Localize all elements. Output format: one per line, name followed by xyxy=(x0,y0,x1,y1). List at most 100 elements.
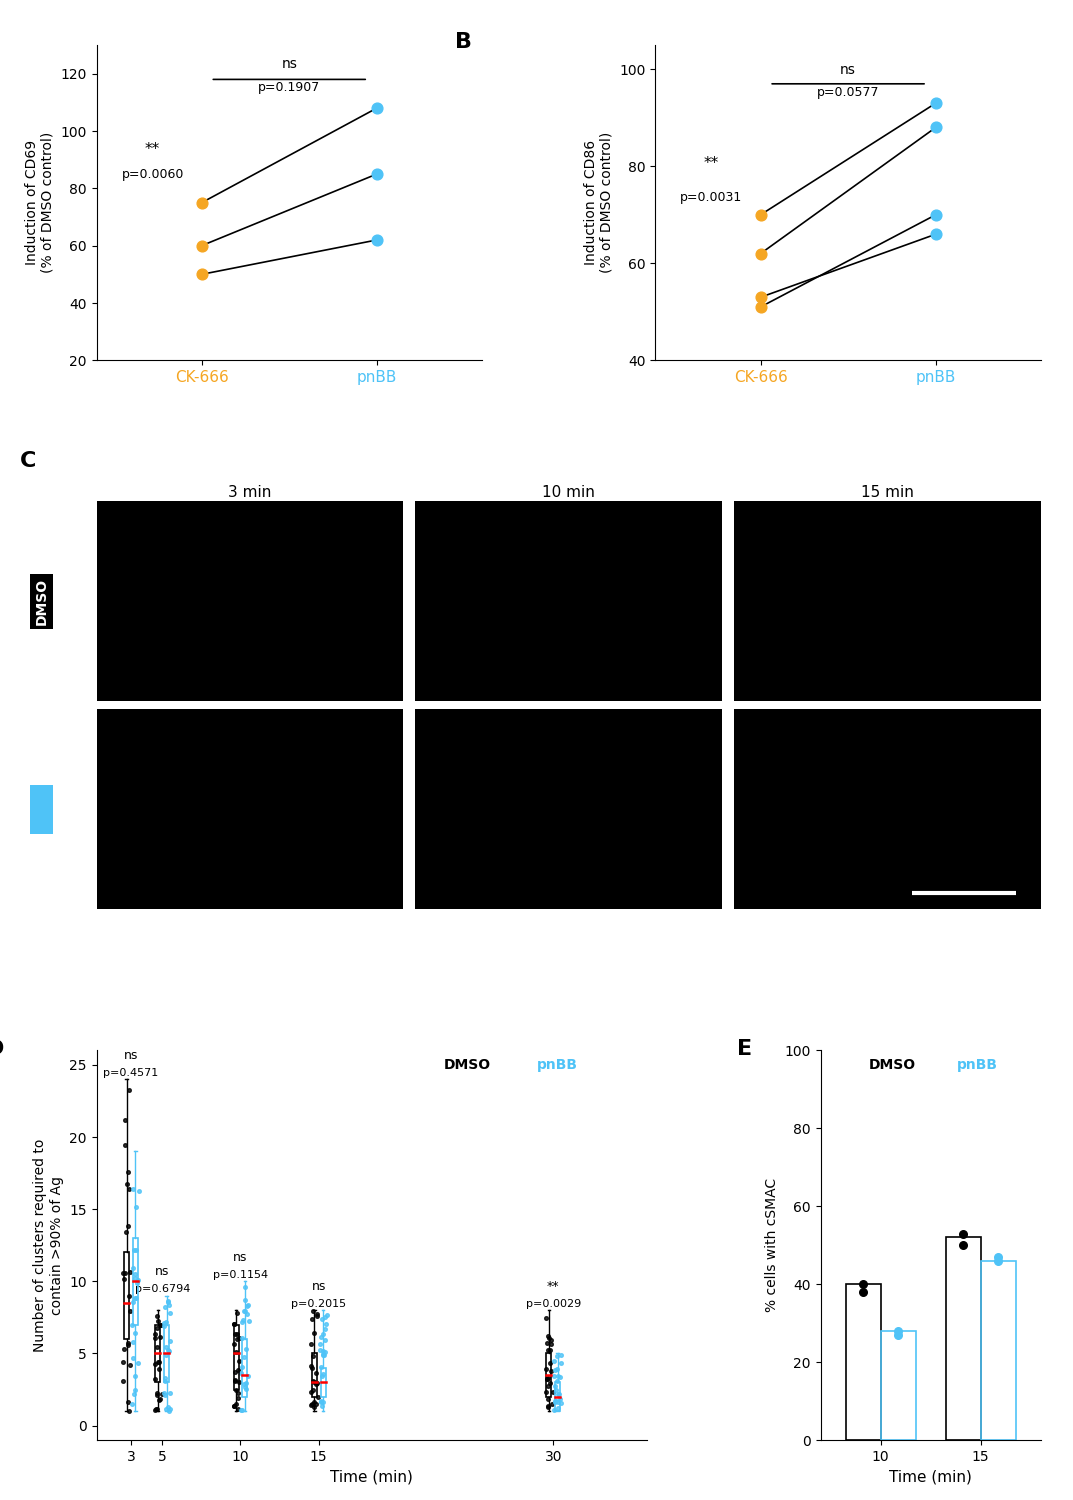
Point xyxy=(148,1304,165,1328)
Point xyxy=(229,1300,246,1324)
Point xyxy=(307,1392,324,1416)
Point xyxy=(236,1374,253,1398)
Bar xyxy=(546,1353,552,1396)
Point xyxy=(312,1390,329,1414)
Bar xyxy=(156,1324,160,1383)
Point xyxy=(311,1338,328,1362)
Point xyxy=(239,1364,256,1388)
Point xyxy=(127,1286,144,1310)
Bar xyxy=(945,1238,981,1440)
Point xyxy=(226,1360,244,1384)
Point xyxy=(553,1342,570,1366)
Text: DMSO: DMSO xyxy=(34,578,48,626)
Point xyxy=(540,1395,557,1419)
Point xyxy=(121,1353,138,1377)
Point xyxy=(227,1392,245,1416)
Point xyxy=(160,1395,177,1419)
Point xyxy=(547,1377,564,1401)
Point xyxy=(312,1354,329,1378)
Point xyxy=(230,1396,247,1420)
Bar xyxy=(164,1324,170,1383)
Bar xyxy=(846,1284,881,1440)
Text: pnBB: pnBB xyxy=(536,1058,578,1072)
Point xyxy=(117,1262,134,1286)
Point xyxy=(549,1396,567,1420)
Point xyxy=(306,1390,323,1414)
Point xyxy=(854,1272,871,1296)
Point xyxy=(989,1245,1006,1269)
Point xyxy=(890,1318,907,1342)
Point xyxy=(226,1323,244,1347)
Point xyxy=(549,1365,567,1389)
Text: DMSO: DMSO xyxy=(869,1058,916,1072)
Point xyxy=(226,1368,244,1392)
Point xyxy=(317,1305,334,1329)
Point xyxy=(124,1290,142,1314)
Point xyxy=(146,1353,163,1377)
Text: ns: ns xyxy=(840,63,856,76)
Point xyxy=(235,1308,252,1332)
Point xyxy=(123,1314,141,1338)
Point xyxy=(553,1352,570,1376)
Y-axis label: Number of clusters required to
contain >90% of Ag: Number of clusters required to contain >… xyxy=(33,1138,63,1352)
Point xyxy=(315,1344,333,1368)
Point xyxy=(236,1275,253,1299)
Point xyxy=(115,1260,132,1284)
Point xyxy=(315,1340,333,1364)
Text: B: B xyxy=(455,33,472,53)
Point xyxy=(313,1365,330,1389)
Point xyxy=(115,1350,132,1374)
Point xyxy=(549,1390,567,1414)
Point xyxy=(233,1360,250,1384)
Point xyxy=(128,1238,145,1262)
Point xyxy=(120,1214,137,1237)
Point xyxy=(314,1322,332,1346)
Point xyxy=(304,1299,321,1323)
Point xyxy=(230,1348,247,1372)
Point xyxy=(541,1338,558,1362)
X-axis label: Time (min): Time (min) xyxy=(890,1470,972,1485)
Point xyxy=(237,1371,254,1395)
Point xyxy=(146,1366,163,1390)
Point xyxy=(226,1332,244,1356)
Point xyxy=(156,1314,173,1338)
Point xyxy=(538,1358,555,1382)
Point xyxy=(121,1400,138,1423)
Point xyxy=(157,1370,174,1394)
Point xyxy=(124,1330,142,1354)
Point xyxy=(314,1342,332,1366)
Point xyxy=(548,1370,565,1394)
Point xyxy=(233,1354,250,1378)
Title: 10 min: 10 min xyxy=(542,484,596,500)
Point xyxy=(157,1294,174,1318)
Point xyxy=(193,190,210,214)
Bar xyxy=(881,1330,915,1440)
Point xyxy=(121,1260,138,1284)
Point xyxy=(115,1268,132,1292)
Point xyxy=(160,1400,177,1423)
Text: pnBB: pnBB xyxy=(34,789,48,830)
Point xyxy=(161,1340,178,1364)
Point xyxy=(146,1398,163,1422)
Point xyxy=(546,1389,563,1413)
Point xyxy=(890,1323,907,1347)
Point xyxy=(368,162,385,186)
Point xyxy=(157,1366,174,1390)
Point xyxy=(305,1371,322,1395)
Point xyxy=(236,1299,253,1323)
Text: p=0.6794: p=0.6794 xyxy=(134,1284,190,1294)
Text: p=0.2015: p=0.2015 xyxy=(291,1299,347,1308)
Point xyxy=(229,1323,246,1347)
Text: **: ** xyxy=(704,156,719,171)
Point xyxy=(117,1221,134,1245)
Point xyxy=(546,1359,563,1383)
Bar xyxy=(981,1262,1016,1440)
Point xyxy=(552,1365,569,1389)
Point xyxy=(309,1304,326,1328)
Point xyxy=(237,1287,254,1311)
Point xyxy=(539,1330,556,1354)
Point xyxy=(126,1382,143,1406)
Point xyxy=(230,1386,247,1410)
Point xyxy=(128,1196,145,1219)
Point xyxy=(236,1344,253,1368)
